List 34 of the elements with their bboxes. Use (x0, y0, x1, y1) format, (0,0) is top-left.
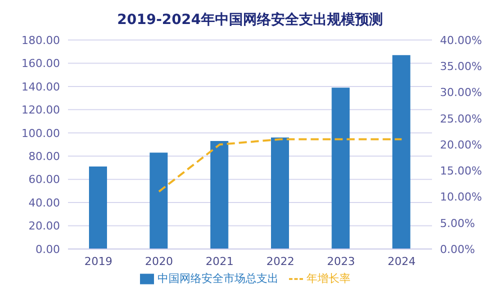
y2-tick-label: 0.00% (440, 242, 475, 256)
y2-tick-label: 30.00% (440, 86, 482, 100)
legend-label: 年增长率 (306, 272, 350, 285)
y-tick-label: 80.00 (28, 150, 60, 164)
x-tick-label: 2023 (327, 254, 355, 268)
x-tick-label: 2021 (206, 254, 234, 268)
y2-tick-label: 10.00% (440, 190, 482, 204)
y-tick-label: 60.00 (28, 173, 60, 186)
bar (332, 88, 350, 249)
x-tick-label: 2019 (84, 254, 112, 268)
y2-tick-label: 35.00% (440, 60, 482, 74)
y-tick-label: 20.00 (28, 220, 60, 233)
x-tick-label: 2020 (145, 254, 173, 268)
y2-tick-label: 20.00% (440, 138, 482, 152)
y-tick-label: 100.00 (22, 126, 60, 140)
y-tick-label: 40.00 (28, 196, 60, 210)
x-tick-label: 2022 (266, 254, 294, 268)
bar (150, 152, 168, 249)
y-tick-label: 120.00 (22, 104, 60, 117)
bar (271, 138, 289, 249)
y2-tick-label: 40.00% (440, 34, 482, 47)
legend-label: 中国网络安全市场总支出 (158, 272, 278, 285)
y-tick-label: 180.00 (22, 34, 60, 47)
bar (210, 141, 228, 249)
y2-tick-label: 15.00% (440, 164, 482, 178)
y2-tick-label: 25.00% (440, 112, 482, 126)
y-tick-label: 0.00 (36, 242, 60, 256)
x-tick-label: 2024 (388, 254, 416, 268)
y-tick-label: 140.00 (22, 80, 60, 94)
bar (392, 55, 410, 249)
bar (89, 166, 107, 249)
chart-title: 2019-2024年中国网络安全支出规模预测 (116, 10, 384, 30)
y2-tick-label: 5.00% (440, 216, 475, 230)
y-tick-label: 160.00 (22, 57, 60, 70)
